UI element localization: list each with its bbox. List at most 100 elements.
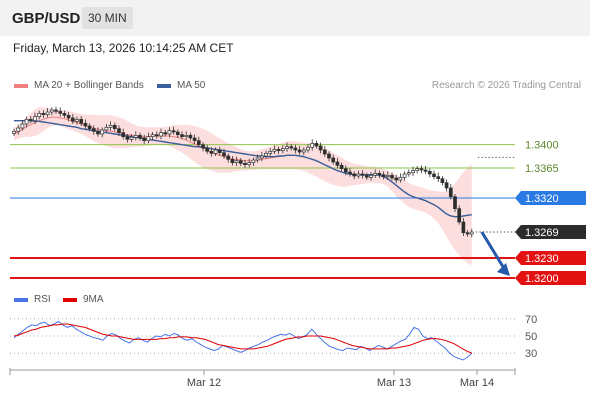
legend-9ma: 9MA (63, 294, 104, 305)
rsi-label: RSI (34, 294, 51, 305)
candle-body (423, 169, 428, 172)
level-tag-1-3320 (515, 191, 586, 205)
candle-body (251, 159, 256, 164)
candle-body (373, 172, 378, 176)
candle-body (314, 142, 319, 147)
candle-body (339, 164, 344, 170)
candle-body (33, 116, 37, 122)
candle-body (364, 174, 369, 178)
candle-body (129, 136, 134, 140)
candle-body (150, 134, 155, 138)
candle-body (192, 137, 197, 142)
candle-body (469, 231, 474, 235)
ma50-label: MA 50 (177, 80, 206, 91)
candle-body (255, 157, 260, 161)
level-tag-1-3200 (515, 271, 586, 285)
candle-body (436, 176, 441, 180)
candle-body (91, 128, 96, 132)
candle-body (184, 134, 189, 138)
candle-body (394, 177, 399, 181)
candle-body (70, 117, 75, 122)
candle-body (293, 147, 298, 151)
level-label-1-3365: 1.3365 (525, 163, 559, 175)
candle-body (301, 149, 306, 153)
bollinger-label: MA 20 + Bollinger Bands (34, 80, 144, 91)
candle-body (310, 142, 315, 148)
candle-body (205, 147, 210, 152)
projection-arrow-shaft (480, 231, 507, 271)
candle-body (318, 145, 323, 151)
candle-body (243, 162, 247, 166)
candle-body (167, 130, 172, 135)
candle-body (457, 208, 462, 223)
candle-body (159, 132, 163, 137)
rsi-swatch (14, 297, 28, 302)
candle-body (238, 160, 243, 164)
candle-body (356, 173, 361, 177)
symbol-title: GBP/USD (12, 10, 81, 27)
candle-body (171, 130, 176, 133)
legend-bollinger: MA 20 + Bollinger Bands (14, 80, 144, 91)
candle-body (419, 168, 424, 171)
candle-body (327, 153, 331, 159)
rsi-9ma-line (13, 323, 472, 354)
candle-body (104, 126, 109, 131)
candle-body (360, 173, 365, 176)
level-label-1-3230: 1.3230 (525, 253, 559, 265)
candle-body (306, 146, 310, 151)
timeframe-button[interactable]: 30 MIN (82, 7, 133, 29)
candle-body (58, 110, 63, 114)
candle-body (201, 144, 205, 149)
rsi-tick-50: 50 (525, 331, 537, 343)
candle-body (16, 127, 21, 132)
last-price-tag (515, 225, 586, 239)
candle-body (100, 129, 105, 135)
candle-body (377, 172, 382, 176)
datetime-label: Friday, March 13, 2026 10:14:25 AM CET (13, 41, 234, 55)
candle-body (49, 109, 54, 113)
x-tick-label: Mar 13 (377, 377, 411, 389)
candle-body (272, 148, 277, 152)
candle-body (154, 134, 159, 137)
candle-body (121, 132, 126, 138)
candle-body (45, 111, 50, 116)
candle-body (335, 161, 340, 166)
candle-body (28, 118, 33, 122)
candle-body (432, 173, 436, 178)
credit-label: Research © 2026 Trading Central (431, 80, 581, 91)
candle-body (415, 168, 420, 172)
x-tick-label: Mar 14 (460, 377, 494, 389)
candle-body (112, 124, 117, 130)
level-label-1-3400: 1.3400 (525, 140, 559, 152)
candle-body (276, 148, 281, 152)
ma50-swatch (157, 83, 171, 88)
candle-body (259, 155, 264, 159)
candle-body (402, 173, 407, 178)
candle-body (331, 157, 336, 163)
candle-body (108, 124, 113, 128)
candle-body (369, 174, 373, 178)
candle-body (230, 158, 235, 164)
candle-body (87, 125, 92, 130)
candle-body (465, 232, 470, 235)
candle-body (196, 140, 201, 146)
rsi-line (13, 320, 473, 361)
bollinger-band (14, 107, 472, 266)
candle-body (234, 160, 239, 164)
candle-body (133, 134, 138, 138)
candle-body (180, 134, 184, 138)
candle-body (247, 162, 252, 166)
candle-body (83, 122, 88, 127)
candle-body (142, 137, 147, 142)
candle-body (41, 112, 46, 116)
candle-body (213, 149, 218, 154)
candle-body (188, 134, 193, 139)
ma50-line (14, 120, 472, 218)
candle-body (54, 109, 58, 112)
candle-body (222, 152, 226, 157)
legend-rsi: RSI (14, 294, 51, 305)
candle-body (343, 168, 348, 173)
candle-body (209, 150, 214, 154)
ma9-label: 9MA (83, 294, 104, 305)
candle-body (289, 146, 294, 149)
